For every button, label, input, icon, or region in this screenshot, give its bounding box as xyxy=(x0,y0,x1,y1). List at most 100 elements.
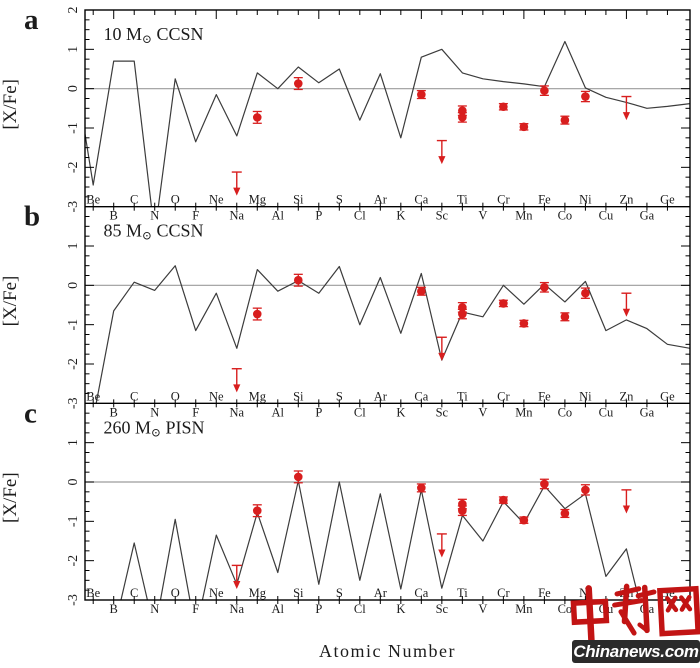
element-label-K: K xyxy=(396,209,405,223)
panel-b: 10-1-2-3[X/Fe]85 M⊙ CCSNbBeBCNOFNeNaMgAl… xyxy=(0,201,690,419)
element-label-S: S xyxy=(336,389,343,403)
limit-arrow-Zn xyxy=(622,112,631,121)
y-tick-label: -1 xyxy=(66,122,81,134)
watermark-stroke xyxy=(665,595,678,613)
watermark-banner-text: Chinanews.com xyxy=(573,641,699,661)
obs-point-Si xyxy=(293,472,303,482)
y-tick-label: 0 xyxy=(66,479,81,486)
element-label-Ne: Ne xyxy=(209,389,224,403)
element-label-Cr: Cr xyxy=(497,193,510,207)
element-label-Co: Co xyxy=(558,209,573,223)
element-label-Fe: Fe xyxy=(538,389,551,403)
element-label-Al: Al xyxy=(272,209,285,223)
element-label-Ga: Ga xyxy=(640,405,655,419)
element-label-Sc: Sc xyxy=(436,209,449,223)
y-axis-label: [X/Fe] xyxy=(0,79,21,130)
y-axis-label: [X/Fe] xyxy=(0,472,21,523)
model-line-b xyxy=(95,265,690,404)
plot-border xyxy=(84,9,691,601)
element-label-Mg: Mg xyxy=(249,193,267,207)
obs-point-Fe xyxy=(540,86,549,95)
element-label-Sc: Sc xyxy=(436,602,449,616)
element-label-Fe: Fe xyxy=(538,586,551,600)
panel-title: 85 M⊙ CCSN xyxy=(103,221,203,243)
element-label-Be: Be xyxy=(86,389,100,403)
element-label-O: O xyxy=(171,389,180,403)
obs-point-Ti xyxy=(458,506,467,516)
element-label-N: N xyxy=(150,602,159,616)
watermark-stroke xyxy=(657,585,700,637)
y-tick-label: -2 xyxy=(66,555,81,567)
watermark-stroke xyxy=(637,622,650,633)
element-label-Cl: Cl xyxy=(354,602,366,616)
element-label-Co: Co xyxy=(558,405,573,419)
watermark-logo xyxy=(570,583,700,644)
watermark-stroke xyxy=(618,609,637,636)
element-label-C: C xyxy=(130,193,138,207)
element-label-V: V xyxy=(478,602,487,616)
element-label-Mg: Mg xyxy=(249,586,267,600)
obs-point-Fe xyxy=(540,283,549,292)
element-label-Ca: Ca xyxy=(414,389,428,403)
element-label-C: C xyxy=(130,389,138,403)
element-label-Ne: Ne xyxy=(209,193,224,207)
element-label-Ca: Ca xyxy=(414,193,428,207)
limit-arrow-Na xyxy=(233,384,241,393)
element-label-Cu: Cu xyxy=(599,209,614,223)
obs-point-Co xyxy=(560,509,570,518)
obs-point-Cr xyxy=(499,102,508,112)
y-tick-label: -2 xyxy=(66,161,81,173)
element-label-P: P xyxy=(315,405,322,419)
obs-point-Mg xyxy=(252,506,262,516)
model-line-a xyxy=(85,40,690,207)
element-label-B: B xyxy=(110,405,118,419)
element-label-V: V xyxy=(478,209,487,223)
observations-c xyxy=(231,470,632,589)
element-label-Mn: Mn xyxy=(515,209,533,223)
obs-point-Mn xyxy=(519,122,529,132)
observations-a xyxy=(231,77,632,196)
limit-arrow-Sc xyxy=(438,156,446,165)
element-label-Ti: Ti xyxy=(457,193,468,207)
watermark-stroke xyxy=(570,598,610,626)
element-label-O: O xyxy=(171,586,180,600)
element-label-Si: Si xyxy=(293,389,304,403)
y-tick-label: 1 xyxy=(66,243,81,250)
element-label-Cl: Cl xyxy=(354,209,366,223)
y-tick-label: -3 xyxy=(66,201,81,213)
element-label-Ne: Ne xyxy=(209,586,224,600)
y-tick-label: -3 xyxy=(66,397,81,409)
limit-arrow-Sc xyxy=(438,549,446,558)
limit-arrow-Sc xyxy=(438,352,446,361)
limit-arrow-Zn xyxy=(622,505,631,514)
limit-arrow-Na xyxy=(233,187,241,196)
panel-letter-b: b xyxy=(24,201,40,233)
element-label-Ca: Ca xyxy=(414,586,428,600)
limit-arrow-Na xyxy=(233,580,241,589)
element-label-Zn: Zn xyxy=(619,389,634,403)
element-label-N: N xyxy=(150,405,159,419)
element-label-K: K xyxy=(396,405,405,419)
element-label-C: C xyxy=(130,586,138,600)
model-line-c xyxy=(120,480,640,601)
watermark-stroke xyxy=(635,589,657,599)
y-tick-label: 2 xyxy=(66,7,81,14)
element-label-Ar: Ar xyxy=(374,586,388,600)
obs-point-Fe xyxy=(540,479,549,489)
watermark-stroke xyxy=(585,585,595,644)
element-label-Si: Si xyxy=(293,193,304,207)
y-tick-label: 0 xyxy=(66,85,81,92)
obs-point-Mg xyxy=(252,113,262,122)
y-tick-label: 0 xyxy=(66,282,81,289)
element-label-Cu: Cu xyxy=(599,405,614,419)
element-label-Na: Na xyxy=(229,209,244,223)
y-tick-label: 1 xyxy=(66,439,81,446)
obs-point-Co xyxy=(560,115,570,125)
element-label-Sc: Sc xyxy=(436,405,449,419)
element-label-Ar: Ar xyxy=(374,193,388,207)
obs-point-Ca xyxy=(417,90,426,99)
obs-point-Cr xyxy=(499,299,508,308)
